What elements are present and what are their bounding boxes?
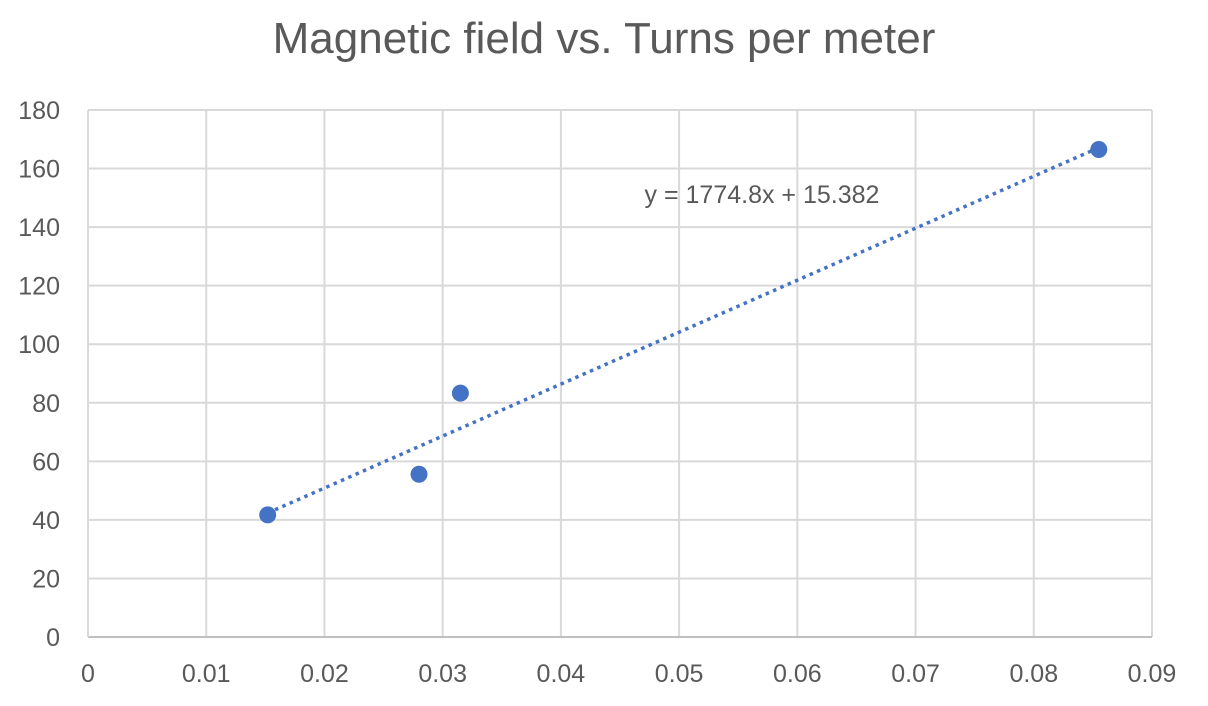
- x-tick-label: 0.07: [891, 660, 940, 688]
- y-tick-label: 40: [32, 507, 60, 535]
- y-tick-label: 80: [32, 390, 60, 418]
- y-tick-label: 140: [18, 214, 60, 242]
- x-tick-label: 0: [81, 660, 95, 688]
- x-tick-label: 0.03: [418, 660, 467, 688]
- data-point: [1090, 141, 1108, 159]
- data-point: [259, 506, 277, 524]
- y-tick-label: 0: [46, 624, 60, 652]
- y-tick-label: 120: [18, 273, 60, 301]
- x-tick-label: 0.04: [537, 660, 586, 688]
- y-tick-label: 20: [32, 565, 60, 593]
- x-tick-label: 0.09: [1128, 660, 1177, 688]
- y-tick-label: 100: [18, 331, 60, 359]
- x-tick-label: 0.02: [300, 660, 349, 688]
- y-tick-label: 60: [32, 448, 60, 476]
- y-tick-label: 180: [18, 97, 60, 125]
- trendline-equation: y = 1774.8x + 15.382: [645, 181, 880, 209]
- x-tick-label: 0.01: [182, 660, 231, 688]
- x-tick-label: 0.06: [773, 660, 822, 688]
- y-tick-label: 160: [18, 156, 60, 184]
- x-tick-label: 0.08: [1009, 660, 1058, 688]
- data-point: [451, 384, 469, 402]
- x-tick-label: 0.05: [655, 660, 704, 688]
- chart-title: Magnetic field vs. Turns per meter: [272, 14, 936, 63]
- data-point: [410, 465, 428, 483]
